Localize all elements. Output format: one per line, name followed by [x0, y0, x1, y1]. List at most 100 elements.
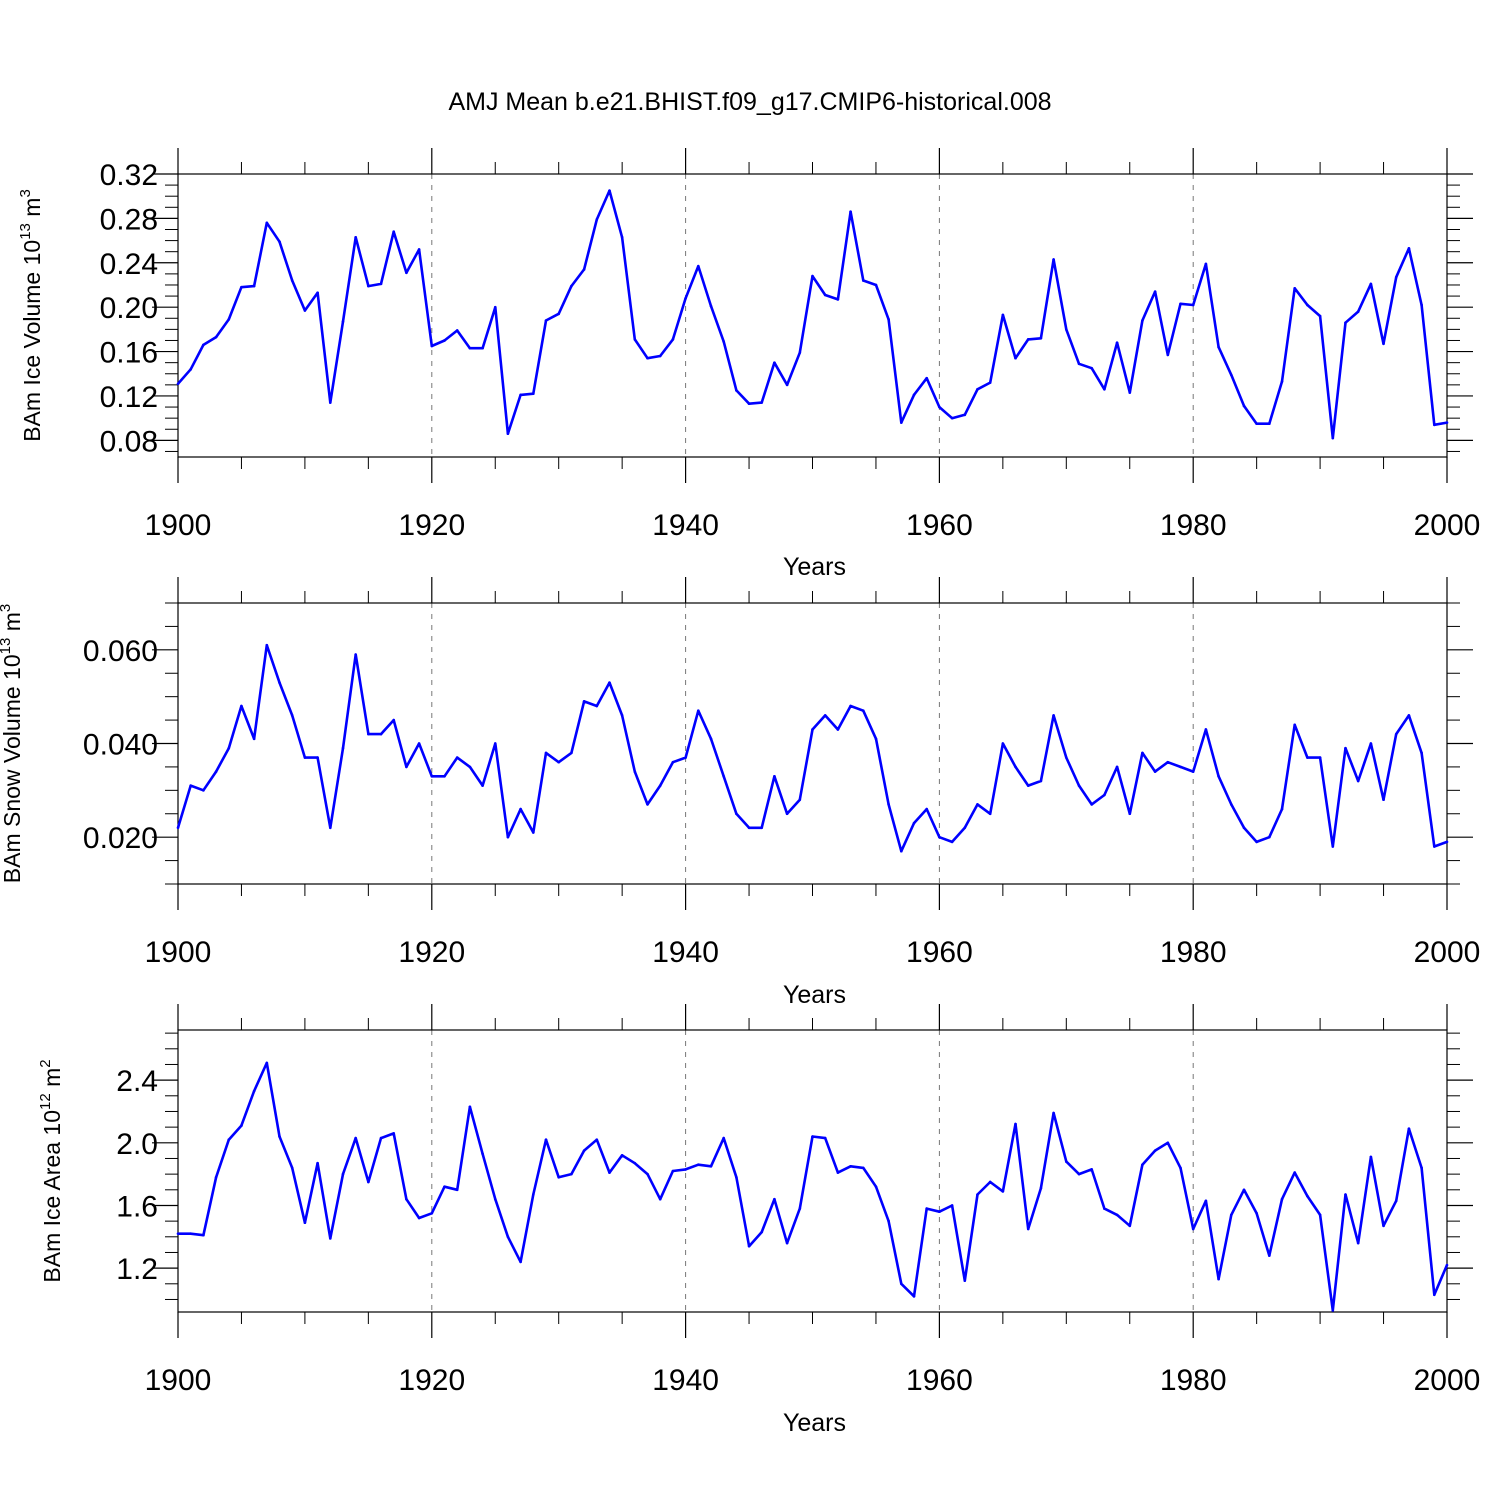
- data-point: [1420, 751, 1423, 755]
- data-point: [595, 704, 599, 708]
- data-point: [646, 803, 649, 806]
- data-point: [963, 826, 967, 830]
- data-point: [532, 831, 535, 834]
- x-tick-label: 1900: [145, 936, 212, 969]
- y-tick-label: 0.040: [83, 729, 158, 762]
- data-point: [1268, 1254, 1271, 1257]
- data-point: [620, 235, 624, 239]
- y-axis-label-exponent: 13: [17, 223, 34, 240]
- data-point: [1356, 779, 1360, 783]
- data-point: [1090, 366, 1093, 370]
- data-point: [658, 784, 662, 787]
- data-point: [493, 1197, 497, 1201]
- data-point: [1344, 746, 1347, 750]
- data-point: [202, 789, 205, 792]
- data-point: [570, 284, 573, 288]
- y-axis-label-unit-exponent: 2: [37, 1059, 54, 1067]
- data-point: [532, 1193, 535, 1196]
- data-point: [1217, 1277, 1220, 1281]
- data-point: [1293, 287, 1297, 290]
- data-point: [570, 751, 573, 755]
- data-point: [202, 343, 205, 347]
- y-tick-label: 2.0: [116, 1128, 158, 1161]
- data-point: [1293, 723, 1297, 727]
- data-point: [1065, 328, 1068, 331]
- data-point: [430, 1212, 434, 1215]
- data-point: [887, 1219, 890, 1223]
- data-point: [1356, 1241, 1360, 1245]
- data-point: [1242, 826, 1246, 830]
- series-points: [176, 189, 1449, 440]
- data-point: [392, 1132, 396, 1135]
- y-tick-label: 0.060: [83, 635, 158, 668]
- data-point: [722, 774, 725, 778]
- data-point: [455, 329, 459, 332]
- data-point: [836, 1171, 840, 1174]
- data-point: [519, 807, 522, 811]
- data-point: [1369, 1155, 1373, 1159]
- data-point: [1128, 1224, 1132, 1228]
- data-point: [189, 368, 192, 371]
- data-point: [798, 1207, 802, 1210]
- data-point: [963, 1279, 967, 1282]
- data-point: [925, 1207, 929, 1210]
- data-point: [265, 221, 269, 225]
- data-point: [240, 285, 243, 289]
- y-tick-label: 0.08: [100, 425, 158, 458]
- data-point: [468, 346, 472, 350]
- data-point: [874, 737, 878, 741]
- x-tick-label: 1920: [398, 936, 465, 969]
- data-point: [1433, 1293, 1436, 1297]
- data-point: [684, 756, 687, 759]
- data-point: [290, 714, 294, 717]
- data-point: [1191, 770, 1195, 773]
- data-point: [506, 835, 510, 839]
- data-point: [468, 1105, 472, 1109]
- data-point: [481, 1152, 484, 1156]
- data-point: [1318, 756, 1322, 759]
- data-point: [1179, 1166, 1182, 1170]
- y-axis-label-unit-exponent: 3: [0, 604, 14, 612]
- y-tick-label: 0.020: [83, 822, 158, 855]
- data-point: [214, 1175, 218, 1179]
- data-point: [290, 1166, 294, 1170]
- data-point: [735, 1175, 738, 1179]
- data-point: [341, 746, 345, 750]
- data-point: [709, 737, 713, 741]
- data-point: [1115, 1213, 1119, 1217]
- x-tick-label: 1980: [1160, 509, 1227, 542]
- data-point: [290, 279, 294, 282]
- data-point: [811, 728, 814, 731]
- data-point: [1382, 798, 1385, 801]
- data-point: [303, 309, 307, 312]
- data-point: [1153, 1149, 1157, 1152]
- x-tick-label: 1900: [145, 509, 212, 542]
- data-point: [519, 1260, 522, 1264]
- x-tick-label: 1940: [652, 509, 719, 542]
- data-point: [1280, 807, 1284, 811]
- data-point: [481, 784, 484, 787]
- plot-frame: [177, 1029, 1448, 1313]
- data-point: [684, 296, 687, 300]
- x-tick-label: 1920: [398, 1364, 465, 1397]
- data-point: [988, 1180, 992, 1184]
- figure-title: AMJ Mean b.e21.BHIST.f09_g17.CMIP6-histo…: [448, 88, 1051, 116]
- data-point: [938, 405, 941, 409]
- data-point: [1344, 321, 1347, 325]
- y-tick-label: 0.20: [100, 292, 158, 325]
- data-point: [1420, 1166, 1423, 1170]
- data-point: [608, 1171, 611, 1174]
- data-point: [1065, 1160, 1068, 1163]
- data-point: [570, 1172, 573, 1176]
- data-point: [633, 1161, 637, 1165]
- data-point: [240, 1124, 243, 1127]
- data-point: [1115, 765, 1119, 769]
- data-point: [988, 381, 992, 384]
- data-point: [900, 1282, 903, 1286]
- data-point: [811, 274, 814, 278]
- data-point: [1242, 1188, 1246, 1192]
- x-axis-label: Years: [783, 1409, 846, 1437]
- data-point: [1331, 436, 1335, 440]
- data-point: [544, 319, 548, 322]
- data-point: [354, 653, 357, 656]
